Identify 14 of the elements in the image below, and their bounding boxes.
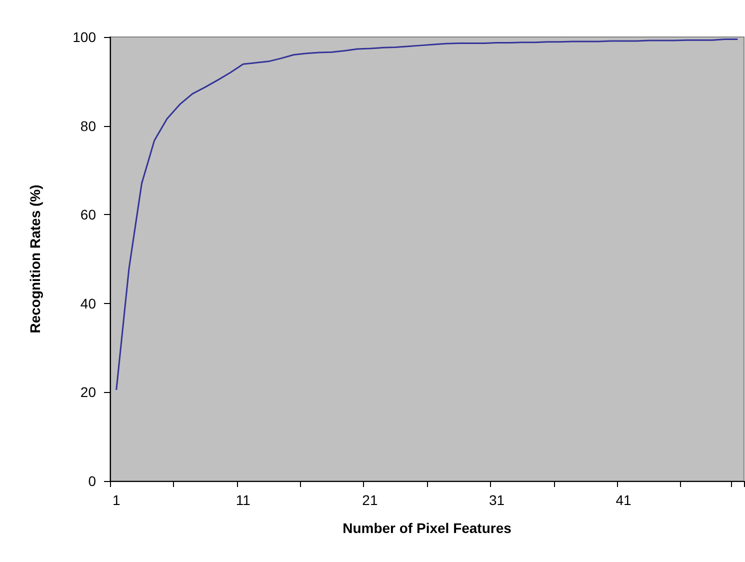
x-axis-title: Number of Pixel Features xyxy=(342,520,512,536)
y-tick-label: 0 xyxy=(88,473,96,489)
x-tick-label: 41 xyxy=(616,492,632,508)
x-tick-label: 31 xyxy=(488,492,505,508)
y-axis-title: Recognition Rates (%) xyxy=(27,184,43,334)
y-tick-label: 100 xyxy=(72,29,96,45)
y-tick-label: 20 xyxy=(80,384,96,400)
x-tick-label: 21 xyxy=(362,492,378,508)
y-tick-label: 60 xyxy=(80,206,96,223)
y-tick-label: 40 xyxy=(80,295,96,312)
y-tick-label: 80 xyxy=(80,118,96,134)
x-tick-label: 11 xyxy=(236,492,251,508)
x-tick-label: 1 xyxy=(112,492,120,508)
line-series xyxy=(116,38,738,391)
